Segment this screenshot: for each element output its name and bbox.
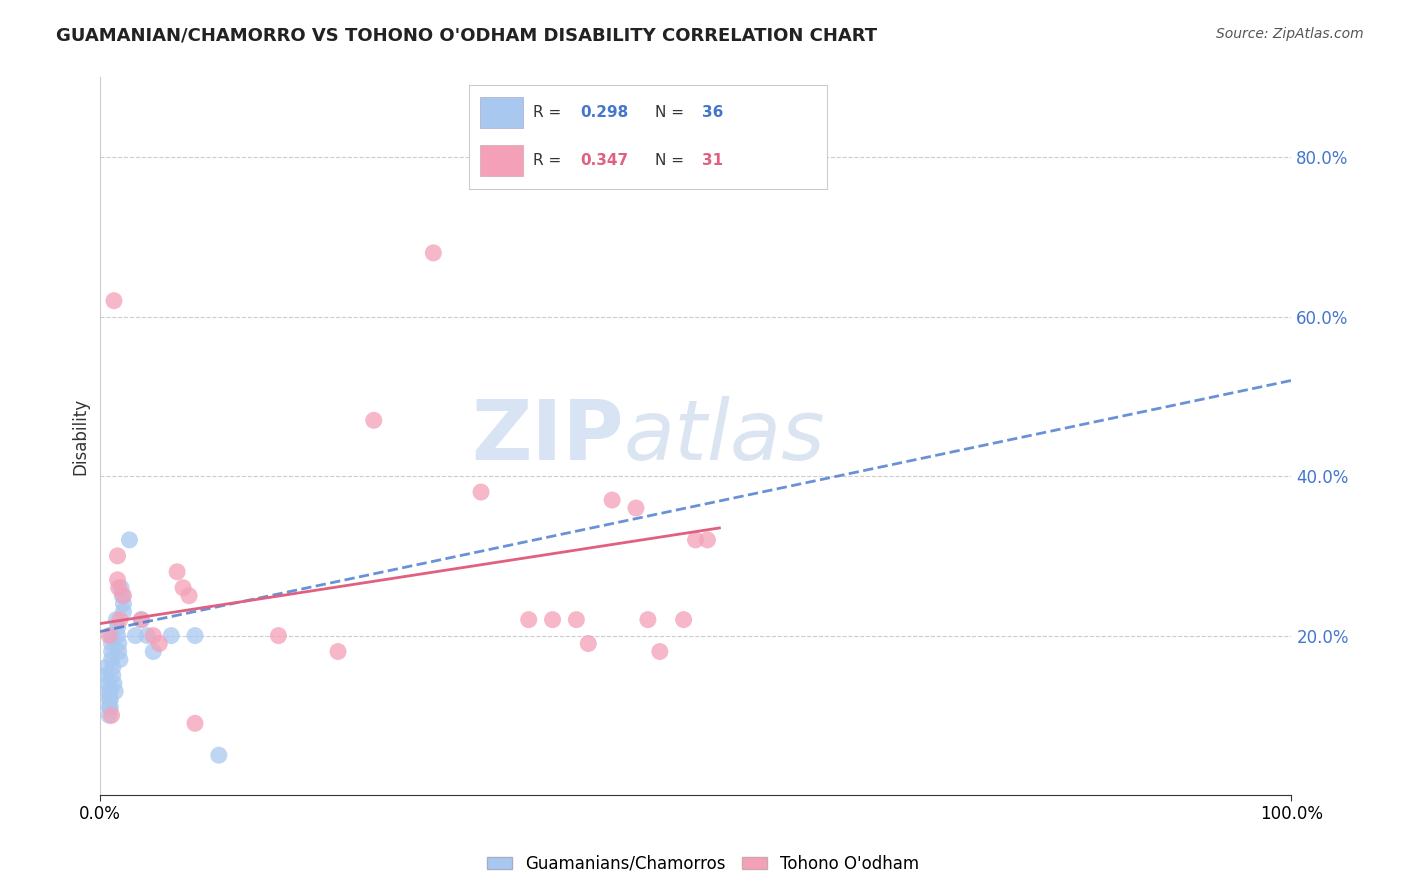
Point (108, 652, 131, 666)
Point (208, 748, 231, 763)
Point (100, 700, 122, 714)
Point (107, 644, 129, 658)
Point (100, 652, 122, 666)
Point (184, 629, 207, 643)
Point (565, 613, 588, 627)
Point (100, 644, 122, 658)
Point (101, 660, 124, 674)
Point (124, 629, 146, 643)
Point (148, 636, 170, 650)
Point (98, 692, 121, 706)
Point (111, 589, 134, 603)
Point (672, 613, 695, 627)
Text: atlas: atlas (624, 396, 825, 476)
Point (101, 668, 124, 682)
Point (326, 644, 349, 658)
Point (107, 549, 129, 563)
Point (108, 613, 131, 627)
Text: Source: ZipAtlas.com: Source: ZipAtlas.com (1216, 27, 1364, 41)
Point (110, 581, 132, 595)
Point (142, 629, 165, 643)
Point (184, 716, 207, 731)
Point (637, 613, 659, 627)
Point (107, 621, 129, 635)
Point (94, 660, 117, 674)
Point (104, 684, 127, 698)
Point (177, 589, 200, 603)
Point (97, 676, 120, 690)
Point (118, 533, 141, 547)
Legend: Guamanians/Chamorros, Tohono O'odham: Guamanians/Chamorros, Tohono O'odham (479, 848, 927, 880)
Point (600, 493, 623, 508)
Point (100, 684, 122, 698)
Point (648, 644, 671, 658)
Point (142, 644, 165, 658)
Point (422, 245, 444, 260)
Point (131, 613, 153, 627)
Point (98, 700, 121, 714)
Y-axis label: Disability: Disability (72, 398, 89, 475)
Point (107, 636, 129, 650)
Point (112, 597, 135, 611)
Point (470, 485, 492, 500)
Point (98, 708, 121, 723)
Point (267, 629, 290, 643)
Point (363, 413, 385, 427)
Point (100, 636, 122, 650)
Point (100, 708, 122, 723)
Point (131, 613, 153, 627)
Point (624, 501, 647, 516)
Point (107, 629, 129, 643)
Point (100, 692, 122, 706)
Point (160, 629, 183, 643)
Point (136, 629, 159, 643)
Point (103, 676, 125, 690)
Point (107, 581, 129, 595)
Point (696, 533, 718, 547)
Point (576, 636, 599, 650)
Point (112, 589, 135, 603)
Point (685, 533, 707, 547)
Point (166, 565, 188, 579)
Point (103, 293, 125, 308)
Point (107, 573, 129, 587)
Point (98, 629, 121, 643)
Point (112, 605, 135, 619)
Text: ZIP: ZIP (471, 396, 624, 476)
Point (172, 581, 194, 595)
Point (105, 613, 128, 627)
Point (517, 613, 540, 627)
Point (97, 684, 120, 698)
Point (100, 629, 122, 643)
Point (94, 668, 117, 682)
Text: GUAMANIAN/CHAMORRO VS TOHONO O'ODHAM DISABILITY CORRELATION CHART: GUAMANIAN/CHAMORRO VS TOHONO O'ODHAM DIS… (56, 27, 877, 45)
Point (541, 613, 564, 627)
